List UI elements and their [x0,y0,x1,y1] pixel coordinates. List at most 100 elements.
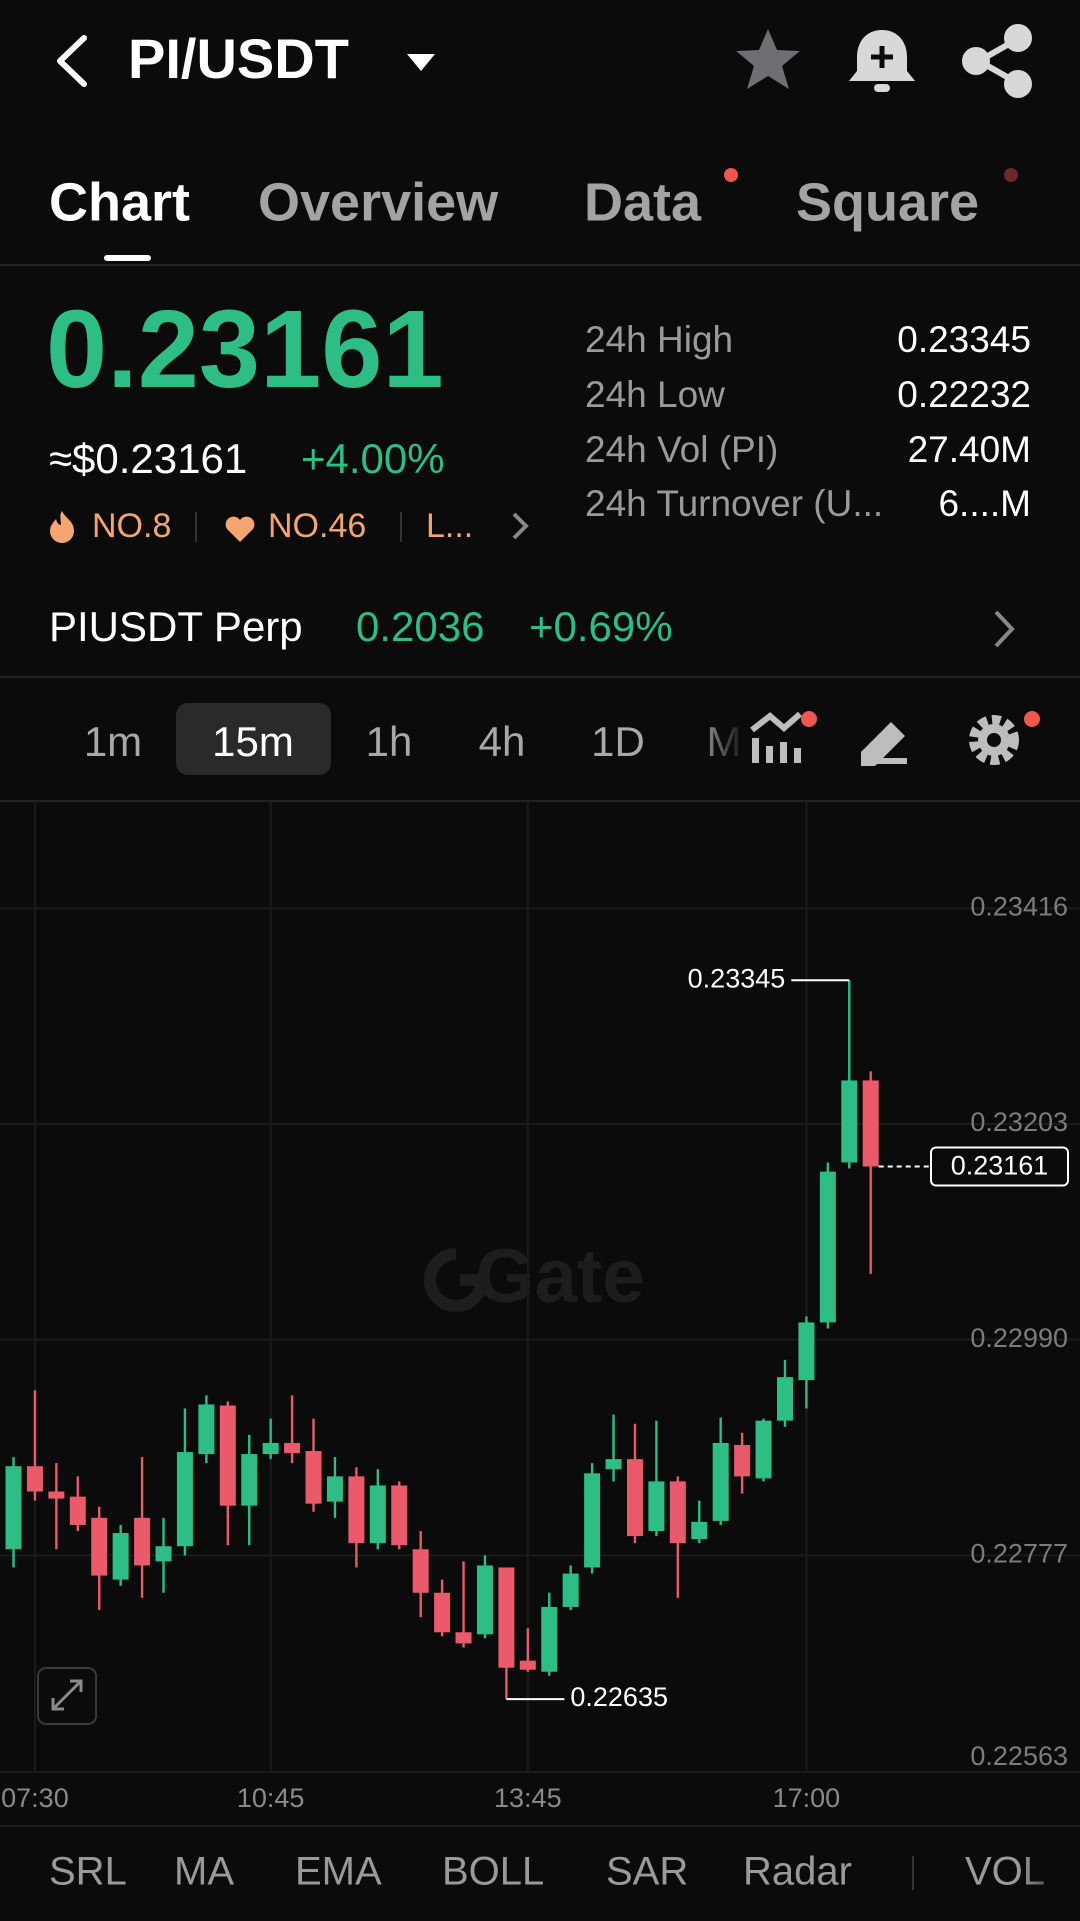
settings-icon[interactable] [969,715,1019,765]
stat-value: 6....M [938,483,1031,524]
badge [801,711,817,727]
indicator-tab[interactable]: SRL [49,1850,127,1894]
stat-value: 0.22232 [897,374,1031,415]
watermark-logo [424,1248,489,1312]
candle-body [262,1442,279,1455]
candle-body [326,1476,343,1502]
tab[interactable]: Chart [49,172,190,232]
candle-body [219,1405,236,1506]
rank: L... [426,507,473,545]
candle-body [669,1481,686,1544]
tab[interactable]: Overview [258,172,499,232]
rank-more[interactable] [512,512,529,540]
pair-dropdown[interactable] [407,54,435,71]
draw-icon[interactable] [861,722,907,766]
indicator-tab[interactable]: SAR [606,1850,688,1894]
candle-body [241,1454,258,1506]
interval[interactable]: 1h [366,718,413,765]
candle-body [734,1444,751,1477]
candle-body [541,1606,558,1672]
low-label: 0.22635 [570,1682,668,1712]
interval[interactable]: 1m [84,718,142,765]
candle-body [841,1080,858,1163]
stat-value: 27.40M [908,429,1031,470]
interval[interactable]: 15m [212,718,294,765]
stat-label: 24h Low [585,374,725,415]
candle-body [26,1466,43,1492]
perp-name: PIUSDT Perp [49,603,303,650]
candle-body [69,1496,86,1525]
tab-badge [724,168,738,182]
candle-body [91,1517,108,1576]
stat-label: 24h Vol (PI) [585,429,778,470]
perp-row[interactable]: PIUSDT Perp 0.2036 +0.69% [49,603,1015,650]
candle-body [562,1573,579,1607]
share-icon[interactable] [962,24,1032,98]
rank: NO.46 [268,507,366,545]
candle-body [605,1459,622,1470]
candle-body [755,1420,772,1479]
candle-body [498,1567,515,1668]
hot-icon [50,511,74,543]
candle-body [691,1521,708,1540]
indicator-tab[interactable]: EMA [295,1850,382,1894]
pair-title[interactable]: PI/USDT [128,27,349,90]
candle-body [284,1442,301,1454]
candle-body [776,1377,793,1421]
indicator-fade [1020,1840,1080,1910]
candle-body [155,1546,172,1562]
stat-value: 0.23345 [897,319,1031,360]
tab[interactable]: Data [584,172,702,232]
tab-badge [1004,168,1018,182]
perp-price: 0.2036 [356,603,484,650]
back-button[interactable] [57,35,87,87]
perp-change: +0.69% [529,603,673,650]
y-tick-label: 0.23203 [970,1107,1068,1137]
indicator-icon[interactable] [750,711,802,763]
candle-body [305,1451,322,1504]
candle-body [455,1632,472,1644]
alert-icon[interactable] [849,30,915,92]
candle-body [648,1481,665,1532]
x-tick-label: 07:30 [1,1783,69,1813]
usd-price: ≈$0.23161 [49,435,247,482]
candle-body [348,1476,365,1544]
tab-underline [104,255,151,261]
candle-body [48,1491,65,1499]
price-change: +4.00% [301,435,445,482]
candle-body [862,1080,879,1167]
favorite-icon[interactable] [736,29,800,89]
indicator-tab[interactable]: BOLL [442,1850,544,1894]
x-tick-label: 13:45 [494,1783,562,1813]
x-tick-label: 10:45 [237,1783,305,1813]
candle-body [712,1442,729,1521]
tab[interactable]: Square [796,172,979,232]
indicator-tab[interactable]: MA [174,1850,234,1894]
indicator-tab[interactable]: Radar [743,1850,852,1894]
candle-body [412,1549,429,1593]
fullscreen-button[interactable] [37,1667,97,1725]
candle-body [584,1473,601,1568]
interval[interactable]: 1D [591,718,645,765]
last-price: 0.23161 [46,288,444,411]
last-price-label: 0.23161 [951,1151,1049,1181]
high-label: 0.23345 [688,963,786,993]
interval[interactable]: 4h [479,718,526,765]
interval-selected [176,703,331,775]
y-tick-label: 0.22563 [970,1741,1068,1771]
stat-label: 24h Turnover (U... [585,483,883,524]
candle-body [134,1517,151,1566]
x-tick-label: 17:00 [773,1783,841,1813]
perp-chevron [994,610,1015,648]
last-price-box [930,1146,1069,1187]
y-tick-label: 0.23416 [970,891,1068,921]
candle-body [519,1660,536,1670]
candle-body [819,1171,836,1323]
candle-body [476,1565,493,1635]
candle-body [626,1459,643,1537]
stat-label: 24h High [585,319,733,360]
y-tick-label: 0.22777 [970,1538,1068,1568]
candle-body [391,1485,408,1546]
